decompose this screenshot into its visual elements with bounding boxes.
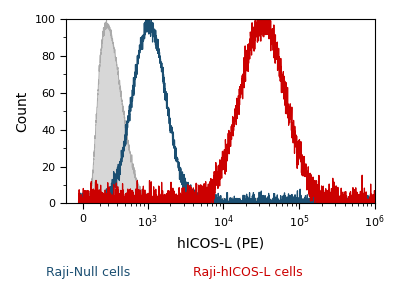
Y-axis label: Count: Count — [15, 91, 29, 132]
Text: Raji-Null cells: Raji-Null cells — [46, 266, 130, 279]
X-axis label: hICOS-L (PE): hICOS-L (PE) — [177, 236, 264, 250]
Text: Raji-hICOS-L cells: Raji-hICOS-L cells — [193, 266, 303, 279]
